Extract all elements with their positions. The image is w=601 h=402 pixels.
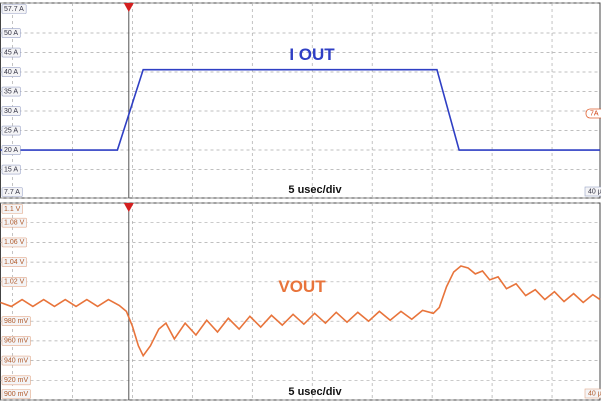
- y-tick-label: 15 A: [4, 166, 18, 173]
- tick-label-box: [1, 106, 21, 116]
- trigger-marker: [123, 3, 134, 12]
- y-tick-label: 1.02 V: [4, 279, 25, 286]
- timebase-label: 5 usec/div: [288, 184, 342, 196]
- marker-label: 7A: [590, 110, 599, 117]
- y-tick-label: 57.7 A: [4, 6, 24, 13]
- y-tick-label: 900 mV: [4, 391, 28, 398]
- trace-title: VOUT: [278, 277, 326, 296]
- y-tick-label: 40 A: [4, 69, 18, 76]
- y-tick-label: 1.04 V: [4, 259, 25, 266]
- tick-label-box: [1, 47, 21, 58]
- tick-label-box: [1, 204, 23, 214]
- y-tick-label: 1.1 V: [4, 206, 21, 213]
- tick-label-box: [1, 355, 31, 366]
- trace: [0, 265, 601, 358]
- tick-label-box: [1, 86, 21, 97]
- tick-label-box: [1, 28, 21, 38]
- tick-label-box: [1, 375, 31, 386]
- trigger-marker: [123, 203, 134, 212]
- corner-label: 40 µ: [588, 390, 601, 397]
- y-tick-label: 1.08 V: [4, 220, 25, 227]
- y-tick-label: 1.06 V: [4, 239, 25, 246]
- corner-label-box: [584, 388, 601, 399]
- y-tick-label: 7.7 A: [4, 189, 20, 196]
- y-tick-label: 980 mV: [4, 318, 28, 325]
- timebase-label: 5 usec/div: [288, 386, 342, 398]
- tick-label-box: [1, 67, 21, 77]
- panel: 1.1 V 1.08 V 1.06 V 1.04 V 1.02 V 980 mV 960 m…: [0, 202, 601, 401]
- trace-title: I OUT: [289, 45, 335, 64]
- trace: [0, 68, 600, 151]
- tick-label-box: [1, 336, 31, 346]
- y-tick-label: 960 mV: [4, 338, 28, 345]
- tick-label-box: [1, 217, 27, 228]
- y-tick-label: 35 A: [4, 88, 18, 95]
- tick-label-box: [1, 316, 31, 327]
- y-tick-label: 940 mV: [4, 357, 28, 364]
- panel-frame: [0, 202, 601, 401]
- tick-label-box: [1, 257, 27, 267]
- y-tick-label: 30 A: [4, 108, 18, 115]
- marker-label-box: [585, 108, 601, 119]
- corner-label: 40 µ: [588, 188, 601, 195]
- tick-label-box: [1, 276, 27, 287]
- y-tick-label: 20 A: [4, 147, 18, 154]
- y-tick-label: 920 mV: [4, 377, 28, 384]
- tick-label-box: [1, 4, 27, 14]
- tick-label-box: [1, 164, 21, 175]
- panel-frame: [0, 2, 601, 199]
- corner-label-box: [584, 186, 601, 197]
- y-tick-label: 45 A: [4, 49, 18, 56]
- tick-label-box: [1, 187, 23, 197]
- y-tick-label: 50 A: [4, 30, 18, 37]
- tick-label-box: [1, 389, 31, 399]
- tick-label-box: [1, 125, 21, 136]
- tick-label-box: [1, 237, 27, 248]
- y-tick-label: 25 A: [4, 127, 18, 134]
- tick-label-box: [1, 145, 21, 155]
- panel: 57.7 A 50 A 45 A 40 A 35 A 30 A 25 A 20 A 15 A 7.…: [0, 2, 601, 199]
